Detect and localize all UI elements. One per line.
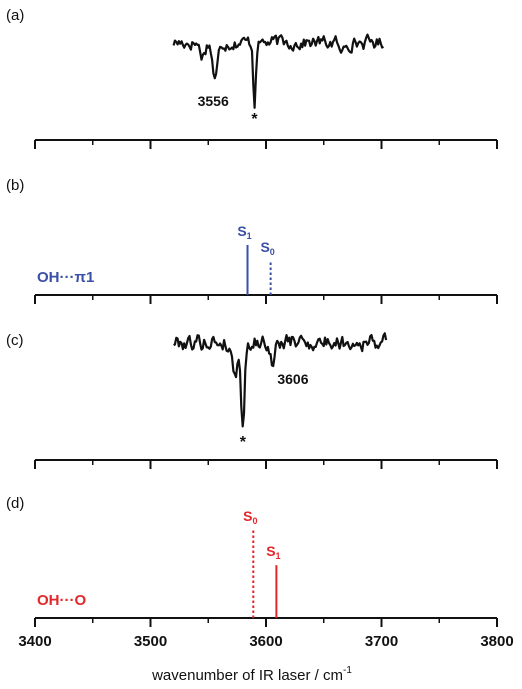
x-tick-label: 3700 [365, 633, 398, 650]
stick-label: S1 [237, 223, 251, 241]
spectrum-trace [172, 33, 384, 109]
x-axis-title-superscript: -1 [343, 665, 352, 676]
x-axis-title-text: wavenumber of IR laser / cm [151, 667, 343, 684]
x-axis-title: wavenumber of IR laser / cm-1 [151, 665, 352, 684]
star-marker: * [251, 111, 258, 128]
stick-label-subscript: 0 [270, 247, 275, 257]
x-tick-label: 3600 [249, 633, 282, 650]
stick-label-name: S [237, 223, 246, 239]
stick-label: S1 [266, 543, 280, 561]
stick-label-subscript: 0 [252, 516, 257, 526]
svg-text:wavenumber of IR laser / cm-1: wavenumber of IR laser / cm-1 [151, 665, 352, 684]
assignment-label: OH···π1 [37, 269, 94, 286]
panel-label: (a) [6, 7, 24, 24]
panel-label: (b) [6, 177, 24, 194]
stick-label-subscript: 1 [276, 551, 281, 561]
panel-a: (a) 3556 * [6, 7, 498, 149]
star-marker: * [240, 434, 247, 451]
stick-label-subscript: 1 [247, 231, 252, 241]
assignment-label: OH···O [37, 592, 86, 609]
stick-label-name: S [260, 239, 269, 255]
panel-label: (d) [6, 495, 24, 512]
peak-label: 3556 [198, 93, 229, 109]
x-tick-label: 3500 [134, 633, 167, 650]
x-tick-label: 3800 [480, 633, 513, 650]
peak-label: 3606 [277, 371, 308, 387]
panel-c: (c) 3606 * [6, 332, 498, 469]
stick-label: S0 [243, 508, 257, 526]
stick-label-name: S [266, 543, 275, 559]
x-tick-label: 3400 [18, 633, 51, 650]
stick-label: S0 [260, 239, 274, 257]
stick-label-name: S [243, 508, 252, 524]
spectrum-trace [173, 332, 388, 428]
panel-label: (c) [6, 332, 24, 349]
